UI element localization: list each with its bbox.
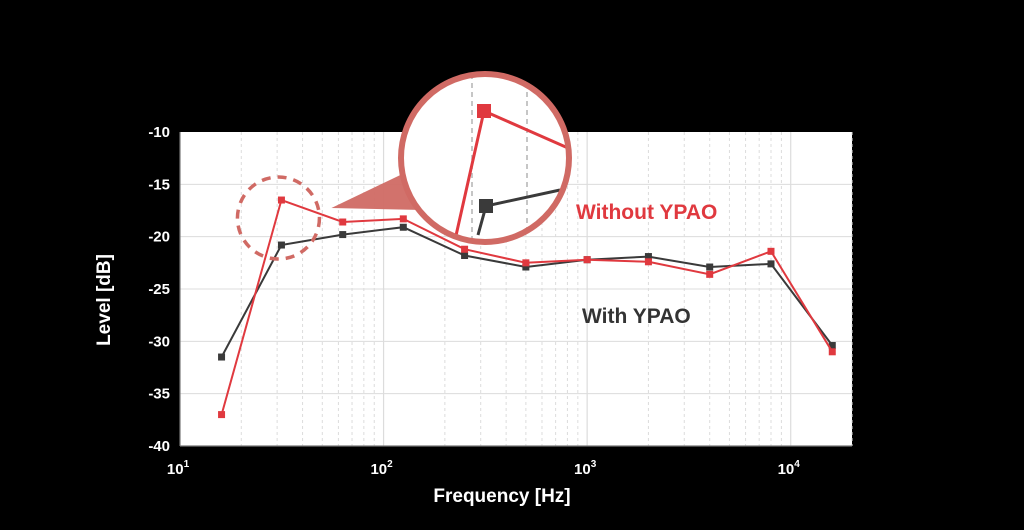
data-point bbox=[706, 263, 714, 271]
data-point bbox=[522, 259, 530, 267]
data-point bbox=[277, 241, 285, 249]
x-tick-label: 104 bbox=[778, 459, 801, 478]
magnified-data-point bbox=[479, 199, 493, 213]
data-point bbox=[522, 263, 530, 271]
data-point bbox=[218, 353, 226, 361]
y-tick-label: -25 bbox=[148, 281, 170, 298]
y-tick-label: -10 bbox=[148, 124, 170, 141]
data-point bbox=[583, 256, 591, 264]
y-tick-label: -40 bbox=[148, 438, 170, 455]
x-tick-label: 101 bbox=[167, 459, 190, 478]
peak-highlight-circle bbox=[235, 175, 322, 261]
data-point bbox=[277, 196, 285, 204]
series-layer bbox=[218, 196, 836, 419]
data-point bbox=[399, 223, 407, 231]
data-point bbox=[767, 260, 775, 268]
y-tick-label: -30 bbox=[148, 333, 170, 350]
x-axis-label: Frequency [Hz] bbox=[433, 486, 570, 507]
data-point bbox=[339, 218, 347, 226]
callout-connector bbox=[331, 168, 423, 210]
axes bbox=[179, 132, 852, 447]
y-axis-ticks: -10 -15 -20 -25 -30 -35 -40 bbox=[148, 124, 170, 455]
data-point bbox=[706, 270, 714, 278]
x-tick-label: 102 bbox=[370, 459, 393, 478]
data-point bbox=[218, 411, 226, 419]
x-tick-label: 103 bbox=[574, 459, 597, 478]
series-label-with-ypao: With YPAO bbox=[582, 305, 691, 328]
x-axis-ticks: 101 102 103 104 bbox=[167, 459, 800, 478]
series-label-without-ypao: Without YPAO bbox=[576, 201, 717, 224]
data-point bbox=[399, 215, 407, 223]
y-axis-label: Level [dB] bbox=[94, 254, 115, 346]
data-point bbox=[339, 231, 347, 239]
data-point bbox=[767, 247, 775, 255]
y-tick-label: -15 bbox=[148, 176, 170, 193]
data-point bbox=[644, 253, 652, 261]
data-point bbox=[644, 258, 652, 266]
data-point bbox=[828, 342, 836, 350]
magnified-view bbox=[453, 74, 569, 242]
magnifier-ring bbox=[398, 71, 572, 245]
y-tick-label: -35 bbox=[148, 386, 170, 403]
zoom-callout bbox=[235, 71, 572, 261]
magnified-data-point bbox=[477, 104, 491, 118]
data-point bbox=[461, 245, 469, 253]
data-point bbox=[461, 252, 469, 260]
y-tick-label: -20 bbox=[148, 229, 170, 246]
data-point bbox=[828, 348, 836, 356]
